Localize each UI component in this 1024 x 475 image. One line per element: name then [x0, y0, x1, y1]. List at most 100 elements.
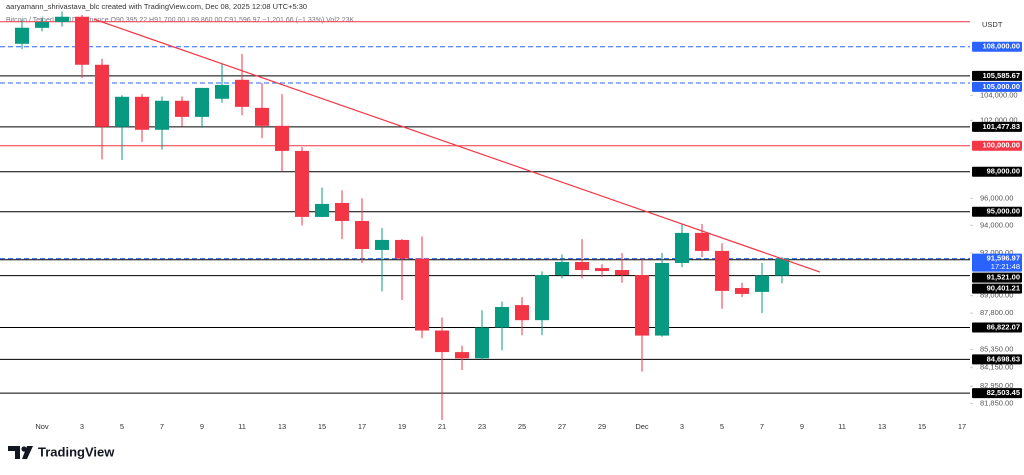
y-tick-label: 84,150.00	[980, 363, 1013, 372]
x-tick-label: 7	[160, 422, 164, 431]
x-tick-label: 13	[878, 422, 886, 431]
x-tick-label: 9	[800, 422, 804, 431]
candle-body	[695, 232, 709, 251]
candle-body	[15, 27, 29, 44]
x-tick-label: 11	[238, 422, 246, 431]
brand: TradingView	[38, 444, 115, 459]
candle-body	[175, 100, 189, 117]
level-label: 108,000.00	[982, 42, 1020, 51]
x-tick-label: 15	[318, 422, 326, 431]
brand-logo	[8, 446, 33, 459]
candle-body	[375, 239, 389, 250]
candle-body	[235, 79, 249, 107]
candle-body	[135, 96, 149, 130]
candle-body	[555, 261, 569, 276]
level-label: 101,477.83	[982, 122, 1020, 131]
candle-body	[515, 305, 529, 321]
level-label-box	[972, 272, 1022, 283]
candle-body	[775, 258, 789, 276]
y-tick-label: 102,000.00	[980, 115, 1018, 124]
candle-body	[75, 16, 89, 65]
candle-body	[35, 21, 49, 28]
y-tick-label: 87,800.00	[980, 308, 1013, 317]
level-label: 91,596.97	[987, 254, 1020, 263]
y-tick-label: 104,000.00	[980, 90, 1018, 99]
header: aaryamann_shrivastava_blc created with T…	[6, 2, 307, 11]
countdown: 17:21:48	[991, 262, 1020, 271]
level-label-box	[972, 322, 1022, 333]
level-label-box	[972, 70, 1022, 81]
x-tick-label: 11	[838, 422, 846, 431]
x-tick-label: 21	[438, 422, 446, 431]
candle-body	[635, 275, 649, 336]
candle-body	[295, 150, 309, 217]
x-tick-label: 17	[958, 422, 966, 431]
y-tick-label: 81,850.00	[980, 398, 1013, 407]
x-tick-label: 5	[720, 422, 724, 431]
candle-body	[95, 64, 109, 127]
x-tick-label: Dec	[635, 422, 649, 431]
level-label-box	[972, 140, 1022, 151]
level-label: 82,503.45	[987, 388, 1020, 397]
x-tick-label: 17	[358, 422, 366, 431]
candle-body	[495, 306, 509, 328]
currency: USDT	[982, 20, 1003, 29]
candle-body	[475, 327, 489, 359]
x-tick-label: 29	[598, 422, 606, 431]
candle-body	[655, 262, 669, 336]
x-tick-label: 27	[558, 422, 566, 431]
x-tick-label: 25	[518, 422, 526, 431]
level-label: 105,000.00	[982, 82, 1020, 91]
x-tick-label: 19	[398, 422, 406, 431]
candle-body	[455, 352, 469, 359]
candle-body	[715, 250, 729, 291]
candle-body	[415, 258, 429, 331]
level-label-box	[972, 388, 1022, 399]
candle-body	[675, 232, 689, 263]
candle-body	[315, 203, 329, 217]
candle-body	[55, 16, 69, 22]
candle-body	[575, 261, 589, 271]
plot	[0, 11, 970, 420]
candle-body	[595, 268, 609, 272]
x-tick-label: 15	[918, 422, 926, 431]
candle-body	[535, 275, 549, 321]
candle-body	[255, 107, 269, 126]
level-label: 105,585.67	[982, 71, 1020, 80]
x-tick-label: 3	[80, 422, 84, 431]
level-label-box	[972, 41, 1022, 52]
y-tick-label: 96,000.00	[980, 193, 1013, 202]
level-label-box	[972, 121, 1022, 132]
candle-body	[735, 288, 749, 294]
x-tick-label: 7	[760, 422, 764, 431]
candle-body	[615, 270, 629, 276]
x-tick-label: Nov	[35, 422, 49, 431]
y-tick-label: 82,950.00	[980, 381, 1013, 390]
level-label: 95,000.00	[987, 207, 1020, 216]
level-label-box	[972, 206, 1022, 217]
candle-body	[755, 275, 769, 292]
ohlc-line: Bitcoin / TetherUS · 1D · Binance O90,39…	[6, 17, 354, 24]
y-tick-label: 94,000.00	[980, 220, 1013, 229]
level-label: 98,000.00	[987, 167, 1020, 176]
candle-body	[335, 202, 349, 221]
level-label: 90,401.21	[987, 284, 1020, 293]
level-label-box	[972, 253, 1022, 272]
candle-body	[195, 87, 209, 117]
level-label: 84,698.63	[987, 354, 1020, 363]
candle-body	[395, 239, 409, 259]
candle-body	[435, 330, 449, 353]
level-label-box	[972, 81, 1022, 92]
candle-body	[155, 100, 169, 130]
level-label-box	[972, 283, 1022, 294]
level-label: 100,000.00	[982, 141, 1020, 150]
level-label-box	[972, 166, 1022, 177]
candle-body	[275, 125, 289, 151]
level-label: 91,521.00	[987, 273, 1020, 282]
x-tick-label: 3	[680, 422, 684, 431]
x-tick-label: 23	[478, 422, 486, 431]
y-tick-label: 89,000.00	[980, 291, 1013, 300]
candle-body	[115, 96, 129, 127]
candle-body	[355, 220, 369, 249]
